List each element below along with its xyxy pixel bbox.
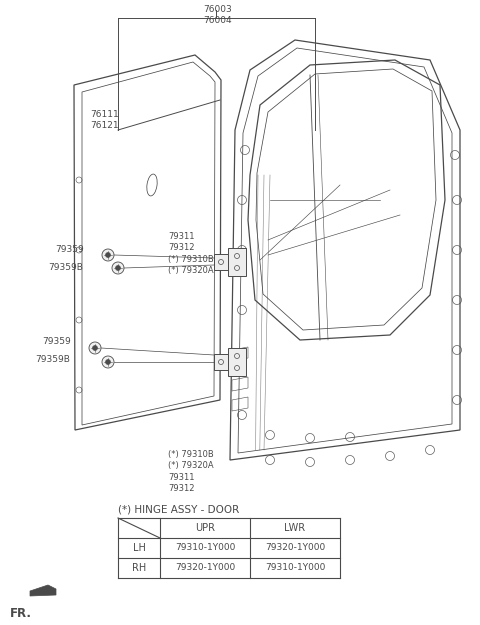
Circle shape (106, 253, 110, 258)
Polygon shape (214, 354, 228, 370)
Text: (*) 79310B
(*) 79320A
79311
79312: (*) 79310B (*) 79320A 79311 79312 (168, 450, 214, 493)
Circle shape (89, 342, 101, 354)
Circle shape (112, 262, 124, 274)
Text: 79359: 79359 (42, 338, 71, 346)
Text: 79320-1Y000: 79320-1Y000 (265, 544, 325, 552)
Text: (*) HINGE ASSY - DOOR: (*) HINGE ASSY - DOOR (118, 504, 239, 514)
Text: 76111
76121: 76111 76121 (90, 110, 119, 130)
Circle shape (102, 249, 114, 261)
Text: 79359B: 79359B (48, 264, 83, 272)
Text: 79311
79312
(*) 79310B
(*) 79320A: 79311 79312 (*) 79310B (*) 79320A (168, 232, 214, 276)
Text: LWR: LWR (285, 523, 306, 533)
Text: 79359: 79359 (55, 244, 84, 254)
Text: RH: RH (132, 563, 146, 573)
Text: 79310-1Y000: 79310-1Y000 (175, 544, 235, 552)
Text: LH: LH (132, 543, 145, 553)
Polygon shape (228, 248, 246, 276)
Polygon shape (214, 254, 228, 270)
Circle shape (93, 346, 97, 351)
Text: FR.: FR. (10, 607, 32, 620)
Circle shape (116, 266, 120, 271)
Text: 79310-1Y000: 79310-1Y000 (265, 564, 325, 572)
Polygon shape (30, 585, 56, 596)
Text: 79320-1Y000: 79320-1Y000 (175, 564, 235, 572)
Text: 76003
76004: 76003 76004 (204, 5, 232, 25)
Text: 79359B: 79359B (35, 356, 70, 364)
Text: UPR: UPR (195, 523, 215, 533)
Circle shape (106, 359, 110, 364)
Circle shape (102, 356, 114, 368)
Polygon shape (228, 348, 246, 376)
